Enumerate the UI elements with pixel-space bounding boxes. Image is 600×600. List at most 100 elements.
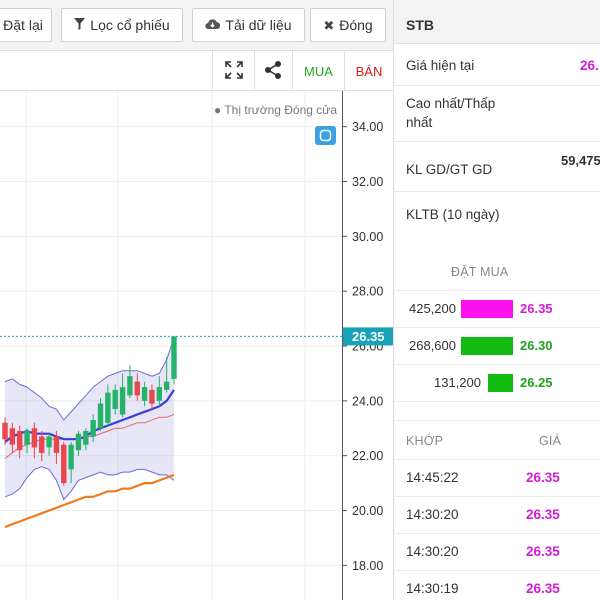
trades-header: KHỚP GIÁ [394, 420, 600, 460]
bid-price: 26.25 [520, 375, 553, 390]
candle-body [9, 428, 16, 445]
candle[interactable] [171, 336, 177, 385]
chart-settings-button[interactable] [315, 126, 336, 145]
candle-body [97, 403, 104, 429]
bollinger-lower-line [4, 466, 175, 501]
candle-body [31, 428, 38, 448]
bid-volume: 131,200 [434, 375, 481, 390]
candle-body [53, 436, 60, 453]
candle-body [163, 381, 170, 390]
candle-body [134, 381, 140, 396]
last-price-tag: 26.35 [343, 327, 393, 346]
bid-volume: 268,600 [409, 338, 456, 353]
candle[interactable] [97, 398, 104, 431]
candle[interactable] [105, 384, 111, 426]
current-price-row: Giá hiện tại 26. [394, 44, 600, 86]
download-data-button[interactable]: Tải dữ liệu [192, 8, 305, 42]
candle-body [24, 431, 30, 445]
trade-price: 26.35 [526, 470, 560, 485]
candle-body [68, 444, 74, 470]
bollinger-upper-line [4, 337, 175, 421]
buy-label: MUA [304, 63, 333, 79]
candle[interactable] [46, 433, 52, 456]
expand-icon [224, 60, 243, 82]
candle[interactable] [149, 384, 155, 410]
trade-price: 26.35 [526, 507, 560, 522]
candle[interactable] [53, 431, 60, 464]
candle-body [105, 392, 111, 423]
bid-volume-bar [461, 300, 513, 318]
candle[interactable] [112, 384, 118, 415]
current-price-label: Giá hiện tại [406, 58, 475, 73]
trades-time-header: KHỚP [406, 434, 444, 448]
y-axis-label: 22.00 [352, 449, 383, 463]
reset-label: Đặt lại [3, 17, 43, 33]
candle[interactable] [127, 365, 133, 399]
avg-volume-label: KLTB (10 ngày) [406, 207, 500, 222]
y-axis-label: 20.00 [352, 504, 383, 518]
candle[interactable] [119, 373, 126, 418]
share-button[interactable] [254, 51, 292, 91]
sell-label: BÁN [355, 63, 383, 79]
candle[interactable] [156, 376, 163, 407]
sell-button[interactable]: BÁN [344, 51, 393, 91]
fullscreen-button[interactable] [212, 51, 254, 91]
candle[interactable] [39, 431, 45, 462]
trade-price: 26.35 [526, 581, 560, 596]
filter-label: Lọc cổ phiếu [90, 17, 170, 33]
chart-toolbar: MUA BÁN [0, 51, 393, 91]
bid-row-2[interactable]: 268,600 26.30 [394, 328, 600, 365]
candle-body [112, 389, 118, 410]
candle[interactable] [9, 422, 16, 453]
y-axis-label: 24.00 [352, 394, 383, 408]
candle[interactable] [31, 422, 38, 459]
y-axis-label: 34.00 [352, 120, 383, 134]
trade-time: 14:45:22 [406, 470, 459, 485]
candle-body [171, 336, 177, 379]
candle-body [83, 431, 89, 445]
reset-button[interactable]: Đặt lại [0, 8, 52, 42]
candle-body [149, 389, 155, 404]
download-label: Tải dữ liệu [225, 17, 292, 33]
candle-body [46, 436, 52, 448]
candle[interactable] [68, 441, 74, 484]
candle[interactable] [61, 441, 67, 486]
candle[interactable] [83, 428, 89, 451]
cloud-download-icon [205, 18, 221, 32]
trades-price-header: GIÁ [539, 434, 562, 448]
last-price-label: 26.35 [352, 329, 385, 344]
y-axis-label: 30.00 [352, 230, 383, 244]
candle[interactable] [75, 431, 82, 456]
price-chart[interactable]: 34.0032.0030.0028.0026.0024.0022.0020.00… [0, 91, 393, 600]
trade-time: 14:30:20 [406, 544, 459, 559]
candle[interactable] [16, 425, 23, 459]
bollinger-band-fill [5, 337, 174, 500]
candle[interactable] [141, 381, 148, 407]
y-axis-label: 28.00 [352, 285, 383, 299]
bid-row-3[interactable]: 131,200 26.25 [394, 365, 600, 402]
quote-panel: STB Giá hiện tại 26. Cao nhất/Thấp nhất … [393, 0, 600, 600]
bid-volume-bar [488, 374, 513, 392]
buy-button[interactable]: MUA [292, 51, 344, 91]
candle[interactable] [90, 414, 96, 442]
bid-row-1[interactable]: 425,200 26.35 [394, 291, 600, 328]
trade-row: 14:45:22 26.35 [394, 460, 600, 497]
candle[interactable] [163, 356, 170, 393]
trade-row: 14:30:20 26.35 [394, 534, 600, 571]
bid-price: 26.30 [520, 338, 553, 353]
bid-volume: 425,200 [409, 301, 456, 316]
candle-body [127, 376, 133, 396]
symbol-title: STB [394, 0, 600, 44]
filter-icon [74, 18, 86, 32]
close-icon: ✖ [323, 17, 335, 33]
market-status: ● Thị trường Đóng cửa [214, 103, 337, 117]
candle[interactable] [2, 417, 8, 445]
close-button[interactable]: ✖ Đóng [310, 8, 386, 42]
candle[interactable] [134, 373, 140, 401]
candle[interactable] [24, 428, 30, 453]
filter-stocks-button[interactable]: Lọc cổ phiếu [61, 8, 183, 42]
trade-row: 14:30:20 26.35 [394, 497, 600, 534]
top-toolbar: Đặt lại Lọc cổ phiếu Tải dữ liệu ✖ Đóng [0, 0, 393, 50]
refresh-icon [319, 129, 332, 142]
